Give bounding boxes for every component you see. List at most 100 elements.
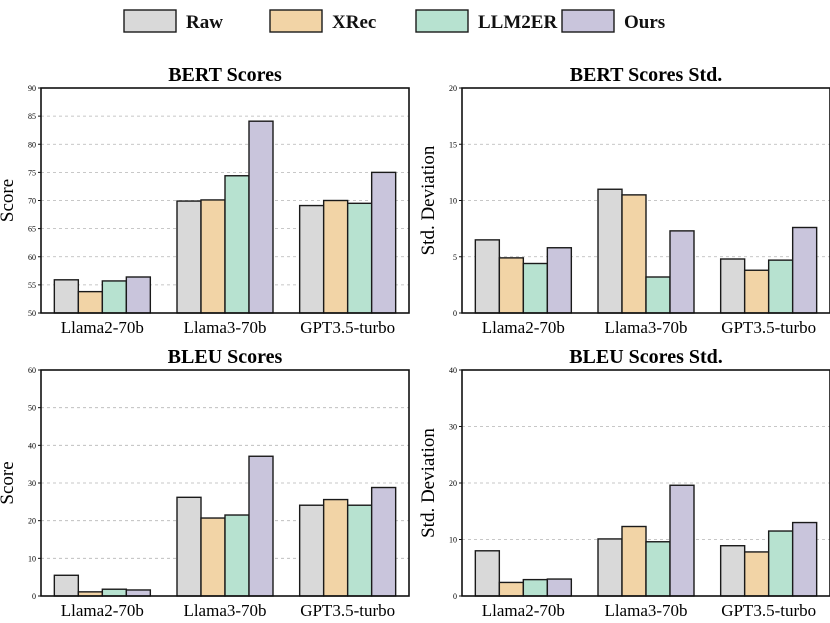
x-tick-label: Llama2-70b [61,601,144,620]
y-tick-label: 0 [32,592,36,601]
legend-swatch [415,9,469,33]
chart-1: BERT Scores Score 50 55 60 65 70 75 80 85 90 Llama2… [0,64,410,337]
bar-xrec-llama2-70b [498,581,525,597]
x-tick-label: Llama2-70b [482,318,565,337]
bar-llm2er-llama3-70b [645,541,671,597]
bar-llm2er-llama3-70b [224,514,250,597]
legend-swatch [561,9,615,33]
bar-ours-gpt3-5-turbo [791,226,818,314]
legend-label: Ours [624,12,665,33]
bar-llm2er-gpt3-5-turbo [346,504,373,597]
bar-xrec-llama3-70b [621,525,647,597]
chart-title: BERT Scores Std. [570,64,722,86]
bar-ours-gpt3-5-turbo [370,486,397,597]
y-tick-label: 30 [28,479,36,488]
bar-raw-gpt3-5-turbo [719,258,746,314]
y-tick-label: 10 [449,197,457,206]
y-tick-label: 0 [453,592,457,601]
bar-ours-llama3-70b [248,455,274,597]
y-tick-label: 60 [28,366,36,375]
bar-xrec-gpt3-5-turbo [322,498,349,597]
y-axis-label: Std. Deviation [418,145,439,255]
x-tick-label: GPT3.5-turbo [721,318,816,337]
x-tick-label: Llama2-70b [61,318,144,337]
bar-llm2er-llama2-70b [522,262,549,314]
x-tick-label: Llama3-70b [604,318,687,337]
y-tick-label: 85 [28,112,36,121]
chart-4: BLEU Scores Std. Std. Deviation 0 10 20 30 40 L… [418,346,830,620]
bar-llm2er-llama3-70b [224,175,250,314]
x-tick-label: GPT3.5-turbo [300,601,395,620]
bar-xrec-gpt3-5-turbo [322,199,349,314]
legend-item-ours: Ours [561,9,665,33]
bar-ours-llama3-70b [669,484,695,597]
y-tick-label: 55 [28,281,36,290]
chart-2: BERT Scores Std. Std. Deviation 0 5 10 15 20 Ll… [418,64,830,337]
bar-ours-llama3-70b [248,120,274,314]
bar-llm2er-gpt3-5-turbo [346,202,373,314]
legend-label: LLM2ER [478,12,557,33]
bar-llm2er-llama2-70b [101,280,128,314]
bar-xrec-llama3-70b [200,517,226,597]
bar-xrec-llama2-70b [77,290,104,314]
legend: Raw XRec LLM2ER Ours [123,9,665,33]
charts-grid: BERT ScoresScore505560657075808590Llama2… [0,64,830,620]
chart-3: BLEU Scores Score 0 10 20 30 40 50 60 Llama2-70b L… [0,346,410,620]
y-tick-label: 60 [28,253,36,262]
y-tick-label: 50 [28,309,36,318]
y-tick-label: 10 [28,554,36,563]
bar-ours-llama2-70b [546,578,573,597]
bar-llm2er-llama3-70b [645,276,671,314]
y-tick-label: 15 [449,140,457,149]
x-tick-label: GPT3.5-turbo [721,601,816,620]
y-axis-label: Score [0,179,18,222]
chart-title: BERT Scores [168,64,282,86]
y-tick-label: 20 [28,517,36,526]
bar-raw-llama2-70b [474,550,501,597]
bar-raw-llama3-70b [176,200,202,314]
bar-xrec-llama2-70b [498,257,525,314]
legend-item-llm2er: LLM2ER [415,9,557,33]
y-tick-label: 20 [449,479,457,488]
y-tick-label: 80 [28,140,36,149]
legend-swatch [123,9,177,33]
x-tick-label: Llama3-70b [183,318,266,337]
legend-label: XRec [332,12,376,33]
legend-swatch [269,9,323,33]
bar-llm2er-llama2-70b [101,588,128,597]
bar-raw-llama3-70b [597,188,623,314]
y-tick-label: 90 [28,84,36,93]
bar-xrec-gpt3-5-turbo [743,269,770,314]
bar-raw-gpt3-5-turbo [298,204,325,314]
y-tick-label: 0 [453,309,457,318]
y-axis-label: Score [0,461,18,504]
y-tick-label: 10 [449,536,457,545]
legend-label: Raw [186,12,223,33]
y-tick-label: 50 [28,404,36,413]
bar-ours-llama2-70b [125,276,152,314]
plot-frame [40,369,410,597]
x-tick-label: Llama3-70b [604,601,687,620]
y-tick-label: 30 [449,423,457,432]
bar-raw-gpt3-5-turbo [298,504,325,597]
bar-xrec-llama3-70b [200,199,226,314]
bar-raw-llama3-70b [597,538,623,597]
plot-frame [40,87,410,314]
y-tick-label: 70 [28,197,36,206]
legend-item-raw: Raw [123,9,223,33]
y-tick-label: 5 [453,253,457,262]
y-tick-label: 65 [28,225,36,234]
y-tick-label: 75 [28,168,36,177]
bar-raw-llama2-70b [53,279,80,314]
y-tick-label: 20 [449,84,457,93]
plot-frame [461,369,830,597]
bar-ours-llama3-70b [669,230,695,314]
chart-title: BLEU Scores Std. [569,346,723,368]
y-tick-label: 40 [28,441,36,450]
x-tick-label: Llama2-70b [482,601,565,620]
bar-raw-llama2-70b [53,574,80,597]
bar-ours-gpt3-5-turbo [370,171,397,314]
bar-raw-gpt3-5-turbo [719,545,746,597]
chart-title: BLEU Scores [168,346,283,368]
